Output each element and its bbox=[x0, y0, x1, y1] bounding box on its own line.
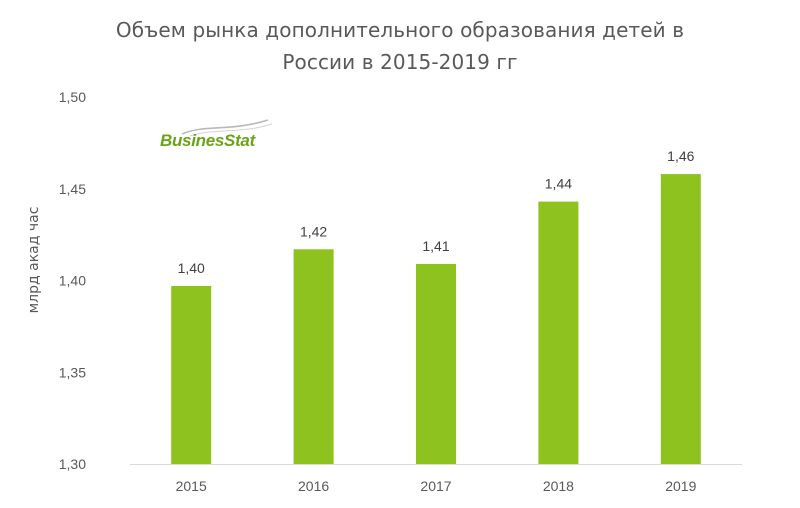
x-tick-label-2016: 2016 bbox=[298, 478, 329, 494]
bar-2017 bbox=[416, 263, 456, 464]
data-label-2016: 1,42 bbox=[300, 223, 327, 239]
bars bbox=[171, 174, 701, 464]
y-tick-label: 1,40 bbox=[59, 273, 86, 289]
x-tick-label-2015: 2015 bbox=[176, 478, 207, 494]
x-tick-label-2018: 2018 bbox=[543, 478, 574, 494]
y-tick-label: 1,45 bbox=[59, 181, 86, 197]
x-tick-label-2017: 2017 bbox=[420, 478, 451, 494]
bar-2018 bbox=[538, 201, 579, 464]
logo-text: BusinesStat bbox=[160, 131, 255, 150]
chart-title-line-2: России в 2015-2019 гг bbox=[282, 50, 518, 74]
x-tick-label-2019: 2019 bbox=[665, 478, 696, 494]
y-tick-label: 1,35 bbox=[59, 364, 86, 380]
data-label-2018: 1,44 bbox=[545, 176, 572, 192]
y-axis-ticks: 1,30 1,35 1,40 1,45 1,50 bbox=[59, 89, 86, 472]
bar-2019 bbox=[660, 174, 701, 464]
data-labels: 1,40 1,42 1,41 1,44 1,46 bbox=[178, 148, 695, 276]
chart-title-line-1: Объем рынка дополнительного образования … bbox=[115, 18, 685, 42]
data-label-2017: 1,41 bbox=[422, 238, 449, 254]
y-tick-label: 1,50 bbox=[59, 89, 86, 105]
businesstat-logo: BusinesStat bbox=[160, 118, 273, 152]
logo-swoosh-icon bbox=[181, 119, 273, 137]
data-label-2019: 1,46 bbox=[667, 148, 694, 164]
bar-2016 bbox=[293, 249, 334, 464]
x-axis-ticks: 2015 2016 2017 2018 2019 bbox=[176, 478, 697, 494]
y-tick-label: 1,30 bbox=[59, 456, 86, 472]
data-label-2015: 1,40 bbox=[178, 260, 205, 276]
bar-2015 bbox=[171, 286, 212, 464]
